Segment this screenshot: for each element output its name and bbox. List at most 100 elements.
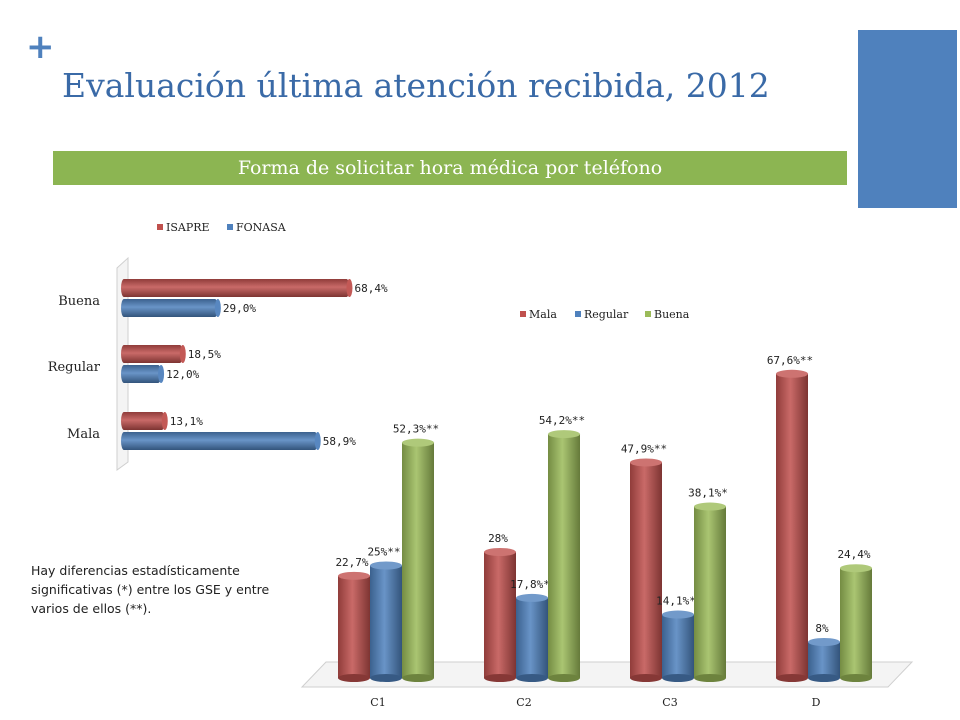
bar-base — [338, 674, 370, 682]
value-label: 25%** — [367, 546, 400, 559]
bar-base — [548, 674, 580, 682]
value-label: 28% — [488, 532, 508, 545]
bar-base — [370, 674, 402, 682]
bar-base — [808, 674, 840, 682]
bar-body — [630, 462, 662, 678]
bar-regular-c1 — [370, 561, 402, 682]
plus-icon: + — [26, 27, 55, 67]
legend-label: Regular — [584, 308, 629, 321]
category-label: D — [812, 696, 821, 709]
category-label: Regular — [48, 360, 101, 375]
bar-fonasa-buena — [121, 299, 221, 317]
bar-body — [121, 345, 183, 363]
bar-mala-c1 — [338, 571, 370, 682]
bar-cap — [630, 458, 662, 467]
value-label: 22,7% — [335, 556, 368, 569]
bar-cap — [338, 571, 370, 580]
legend-swatch — [520, 311, 526, 317]
bar-isapre-regular — [121, 345, 186, 363]
bar-body — [548, 434, 580, 678]
bar-base — [662, 674, 694, 682]
bar-body — [694, 506, 726, 678]
bar-base — [402, 674, 434, 682]
bar-body — [808, 642, 840, 678]
bar-fonasa-regular — [121, 365, 165, 383]
bar-body — [402, 442, 434, 678]
value-label: 52,3%** — [393, 423, 439, 436]
value-label: 67,6%** — [767, 354, 813, 367]
legend-label: Mala — [529, 308, 557, 321]
bar-body — [776, 373, 808, 678]
bar-mala-c3 — [630, 458, 662, 682]
legend-label: Buena — [654, 308, 690, 321]
bar-regular-c2 — [516, 593, 548, 682]
bar-cap — [484, 548, 516, 556]
bar-cap — [776, 369, 808, 378]
bar-regular-d — [808, 638, 840, 682]
bar-cap — [158, 365, 165, 383]
category-label: C2 — [516, 696, 531, 709]
bar-fonasa-mala — [121, 432, 321, 450]
value-label: 24,4% — [837, 548, 870, 561]
accent-bar — [858, 30, 957, 208]
bar-buena-c3 — [694, 502, 726, 682]
legend-label: ISAPRE — [166, 221, 210, 234]
bar-body — [662, 614, 694, 678]
category-label: Mala — [67, 427, 100, 442]
bar-body — [840, 568, 872, 678]
value-label: 29,0% — [223, 302, 256, 315]
value-label: 12,0% — [166, 368, 199, 381]
bar-buena-d — [840, 564, 872, 682]
value-label: 38,1%* — [688, 487, 728, 500]
bar-buena-c1 — [402, 438, 434, 682]
value-label: 17,8%* — [510, 578, 550, 591]
bar-body — [484, 552, 516, 678]
bar-base — [484, 674, 516, 682]
legend-swatch — [227, 224, 233, 230]
slide-title: Evaluación última atención recibida, 201… — [62, 66, 770, 105]
bar-cap — [314, 432, 321, 450]
value-label: 8% — [815, 622, 829, 635]
bar-cap — [346, 279, 353, 297]
category-label: Buena — [58, 294, 100, 309]
bar-cap — [548, 430, 580, 439]
bar-cap — [808, 638, 840, 646]
bar-body — [121, 365, 162, 383]
bar-buena-c2 — [548, 430, 580, 682]
bar-base — [840, 674, 872, 682]
significance-note: Hay diferencias estadísticamente signifi… — [31, 563, 270, 616]
bar-cap — [402, 438, 434, 447]
bar-cap — [694, 502, 726, 511]
bar-mala-c2 — [484, 548, 516, 682]
value-label: 14,1%* — [656, 595, 696, 608]
bar-isapre-mala — [121, 412, 168, 430]
bar-base — [776, 674, 808, 682]
bar-body — [121, 432, 318, 450]
bar-base — [516, 674, 548, 682]
section-banner: Forma de solicitar hora médica por teléf… — [53, 151, 847, 185]
bar-cap — [840, 564, 872, 573]
legend-swatch — [157, 224, 163, 230]
bar-body — [370, 565, 402, 678]
bar-regular-c3 — [662, 610, 694, 682]
category-label: C3 — [662, 696, 677, 709]
bar-cap — [179, 345, 186, 363]
legend-swatch — [575, 311, 581, 317]
chart-floor — [300, 661, 914, 688]
bar-base — [694, 674, 726, 682]
bar-body — [121, 412, 165, 430]
bar-cap — [516, 593, 548, 602]
bar-mala-d — [776, 369, 808, 682]
bar-cap — [214, 299, 221, 317]
bar-base — [630, 674, 662, 682]
value-label: 18,5% — [188, 348, 221, 361]
bar-cap — [161, 412, 168, 430]
value-label: 54,2%** — [539, 414, 585, 427]
legend-label: FONASA — [236, 221, 287, 234]
category-label: C1 — [370, 696, 385, 709]
bar-body — [516, 597, 548, 678]
bar-cap — [370, 561, 402, 570]
legend-swatch — [645, 311, 651, 317]
